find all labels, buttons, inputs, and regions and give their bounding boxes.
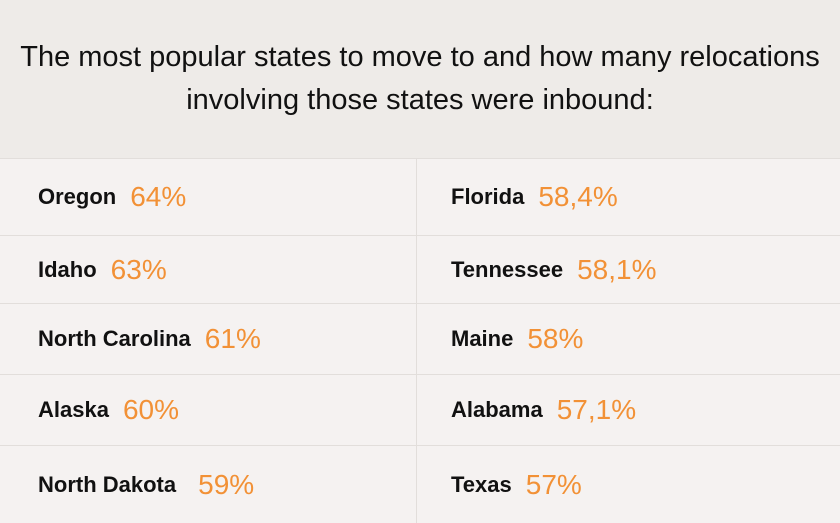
states-table: Oregon 64% Idaho 63% North Carolina 61% … [0, 158, 840, 523]
table-row: Florida 58,4% [417, 159, 840, 236]
state-percentage: 59% [198, 468, 255, 500]
state-percentage: 60% [122, 394, 179, 425]
state-name: North Carolina [38, 326, 191, 351]
state-percentage: 57% [525, 468, 582, 500]
state-name: North Dakota [38, 471, 177, 497]
table-row: Tennessee 58,1% [417, 236, 840, 304]
state-name: Texas [451, 471, 512, 497]
table-row: Oregon 64% [0, 159, 416, 236]
state-percentage: 64% [130, 181, 187, 212]
table-row: Texas 57% [417, 446, 840, 523]
table-row: North Carolina 61% [0, 304, 416, 375]
state-name: Oregon [38, 184, 117, 209]
page-title: The most popular states to move to and h… [20, 41, 820, 116]
state-name: Alaska [38, 397, 109, 422]
left-column: Oregon 64% Idaho 63% North Carolina 61% … [0, 159, 416, 523]
state-name: Alabama [451, 397, 543, 422]
state-percentage: 58,1% [577, 253, 657, 285]
table-row: North Dakota 59% [0, 446, 416, 523]
state-percentage: 58% [527, 323, 584, 354]
table-row: Maine 58% [417, 304, 840, 375]
state-percentage: 63% [110, 253, 167, 285]
right-column: Florida 58,4% Tennessee 58,1% Maine 58% … [417, 159, 840, 523]
table-row: Idaho 63% [0, 236, 416, 304]
table-row: Alabama 57,1% [417, 375, 840, 446]
header: The most popular states to move to and h… [0, 0, 840, 158]
state-name: Tennessee [451, 256, 564, 282]
column-divider [416, 159, 417, 523]
state-name: Maine [451, 326, 514, 351]
state-name: Florida [451, 184, 525, 209]
state-name: Idaho [38, 256, 97, 282]
state-percentage: 58,4% [538, 181, 618, 212]
state-percentage: 61% [204, 323, 261, 354]
state-percentage: 57,1% [556, 394, 637, 425]
table-row: Alaska 60% [0, 375, 416, 446]
